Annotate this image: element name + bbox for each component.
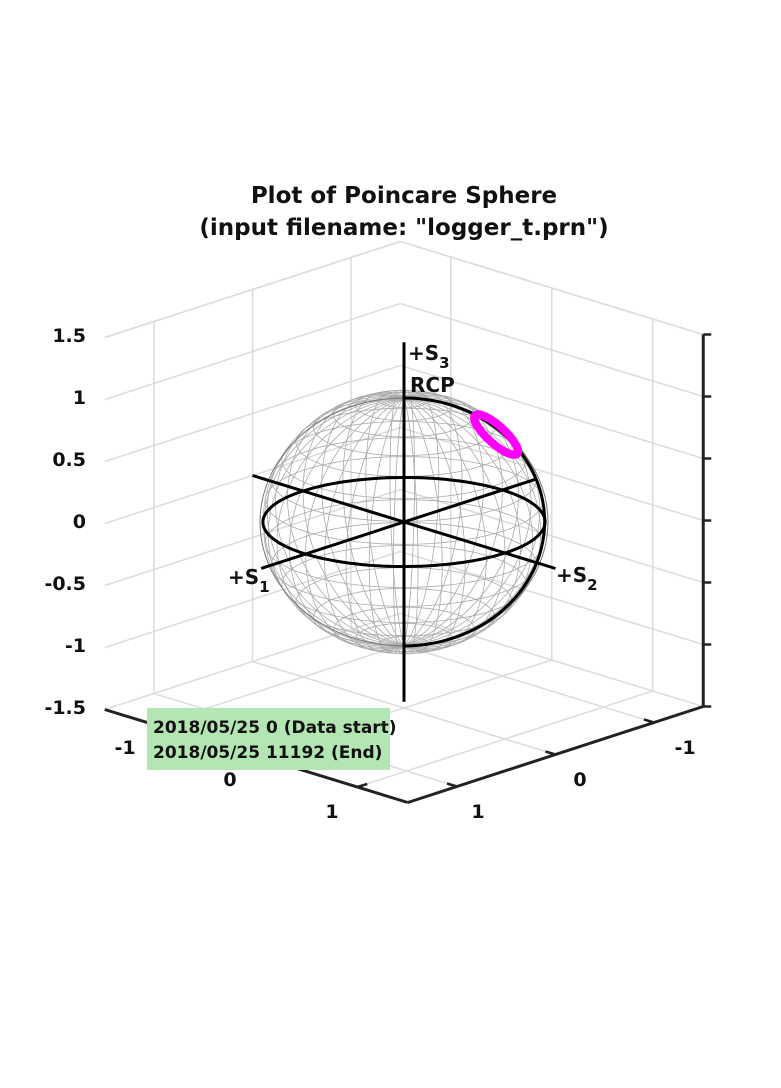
grid-line (357, 690, 653, 788)
z-tick-label: 0.5 (52, 449, 86, 471)
grid-line (400, 240, 704, 336)
s2-axis-label: +S2 (556, 563, 598, 594)
x-tick-label: 1 (325, 801, 338, 823)
x-tick-label: 0 (223, 769, 236, 791)
sphere-longitude (266, 397, 405, 647)
x-tick (545, 750, 556, 756)
x-tick-label: -1 (114, 737, 135, 759)
equator-circle (261, 476, 547, 568)
x-tick (643, 718, 655, 724)
legend: 2018/05/25 0 (Data start) 2018/05/25 111… (147, 708, 397, 770)
svg-text:+S2: +S2 (556, 563, 598, 594)
sphere-longitude (263, 397, 405, 647)
legend-line-start: 2018/05/25 0 (Data start) (153, 718, 397, 738)
x-tick (446, 782, 458, 788)
z-tick-labels: 1.5 1 0.5 0 -0.5 -1 -1.5 (44, 325, 86, 719)
z-tick-label: -1 (65, 635, 86, 657)
s2-label-sub: 2 (587, 576, 597, 594)
data-point (496, 423, 506, 432)
rcp-label: RCP (410, 373, 455, 397)
legend-line-end: 2018/05/25 11192 (End) (153, 743, 382, 763)
chart-subtitle: (input filename: "logger_t.prn") (199, 215, 608, 241)
z-tick-label: -0.5 (44, 573, 86, 595)
sphere-longitude (262, 397, 405, 647)
y-tick-label: 1 (471, 801, 484, 823)
data-series (470, 410, 523, 459)
s1-axis-label: +S1 (228, 565, 270, 596)
z-tick-label: 1 (73, 387, 86, 409)
x-tick-labels: -1 0 1 (114, 737, 338, 823)
grid-line (104, 240, 401, 339)
s3-axis-label: +S3 (408, 341, 450, 372)
s3-label-sub: 3 (439, 354, 449, 372)
z-tick-label: 1.5 (52, 325, 86, 347)
y-tick-label: -1 (674, 737, 695, 759)
z-tick-label: 0 (73, 511, 86, 533)
sphere-longitude (267, 397, 405, 648)
y-tick-labels: -1 0 1 (471, 737, 695, 823)
s1-label-prefix: +S (228, 565, 259, 589)
z-tick-label: -1.5 (44, 697, 86, 719)
s2-label-prefix: +S (556, 563, 587, 587)
chart-title: Plot of Poincare Sphere (251, 183, 557, 209)
legend-box (147, 708, 390, 770)
s1-label-sub: 1 (259, 578, 269, 596)
svg-text:+S3: +S3 (408, 341, 450, 372)
svg-text:+S1: +S1 (228, 565, 270, 596)
y-tick-label: 0 (573, 769, 586, 791)
y-tick (356, 782, 368, 789)
s3-label-prefix: +S (408, 341, 439, 365)
